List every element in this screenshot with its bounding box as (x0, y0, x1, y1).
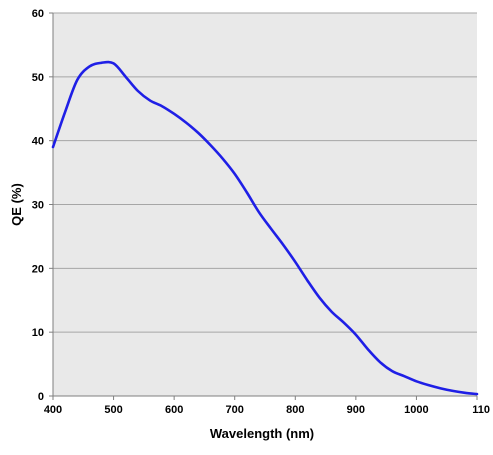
x-tick-label: 110 (472, 404, 490, 416)
x-tick-label: 400 (44, 404, 62, 416)
y-tick-label: 60 (32, 8, 44, 20)
x-tick-label: 700 (226, 404, 244, 416)
y-tick-label: 20 (32, 263, 44, 275)
y-tick-label: 50 (32, 72, 44, 84)
x-tick-label: 500 (104, 404, 122, 416)
axes (49, 12, 478, 400)
x-tick-label: 1000 (404, 404, 428, 416)
x-tick-label: 600 (165, 404, 183, 416)
x-axis-title: Wavelength (nm) (210, 426, 314, 441)
x-tick-label: 800 (286, 404, 304, 416)
y-axis-title: QE (%) (9, 183, 24, 226)
x-tick-label: 900 (347, 404, 365, 416)
y-tick-labels: 0 10 20 30 40 50 60 (32, 8, 44, 403)
y-tick-label: 0 (38, 391, 44, 403)
gridlines (53, 12, 477, 333)
x-tick-labels: 400 500 600 700 800 900 1000 110 (44, 404, 490, 416)
y-tick-label: 40 (32, 136, 44, 148)
y-tick-label: 10 (32, 327, 44, 339)
qe-series-line (51, 60, 479, 396)
y-tick-label: 30 (32, 200, 44, 212)
